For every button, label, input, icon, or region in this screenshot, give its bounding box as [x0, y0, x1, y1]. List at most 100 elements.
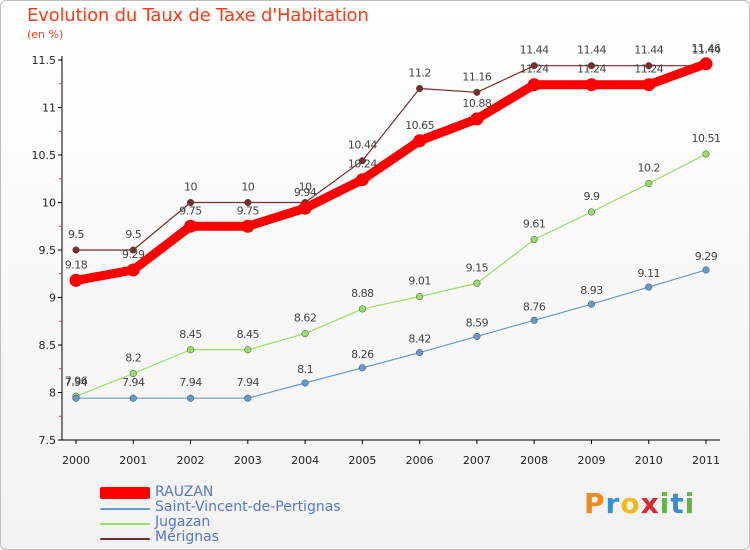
data-label: 9.94 — [294, 186, 317, 199]
data-point — [126, 263, 140, 277]
y-tick-label: 8 — [49, 387, 56, 400]
data-label: 10.24 — [348, 158, 377, 171]
data-label: 8.93 — [580, 284, 603, 297]
y-tick-label: 9.5 — [39, 244, 57, 257]
data-label: 8.45 — [179, 328, 202, 341]
x-tick-label: 2001 — [119, 454, 147, 467]
data-label: 8.88 — [351, 287, 374, 300]
data-point — [587, 208, 596, 216]
x-tick-label: 2009 — [577, 454, 605, 467]
data-label: 7.96 — [65, 374, 88, 387]
data-label: 8.42 — [408, 333, 431, 346]
x-tick-label: 2010 — [635, 454, 663, 467]
data-label: 9.29 — [695, 250, 718, 263]
data-label: 10.51 — [692, 132, 721, 145]
data-label: 11.24 — [634, 63, 663, 76]
data-label: 10.88 — [462, 97, 491, 110]
data-label: 11.16 — [462, 70, 491, 83]
chart-title: Evolution du Taux de Taxe d'Habitation — [27, 5, 369, 26]
x-tick-label: 2006 — [406, 454, 434, 467]
data-label: 11.24 — [520, 63, 549, 76]
y-tick-label: 11 — [42, 102, 56, 115]
data-label: 9.15 — [466, 261, 489, 274]
x-tick-label: 2002 — [177, 454, 205, 467]
series-line-3 — [75, 65, 707, 251]
legend-label: Mérignas — [155, 529, 219, 545]
data-point — [244, 346, 252, 354]
data-point — [355, 173, 369, 187]
data-point — [587, 62, 596, 70]
data-label: 8.45 — [237, 328, 260, 341]
data-point — [129, 369, 137, 378]
x-tick-label: 2008 — [520, 454, 548, 467]
data-label: 10 — [184, 181, 197, 194]
data-point — [416, 349, 424, 357]
data-label: 10.65 — [405, 119, 434, 132]
x-tick-label: 2011 — [692, 454, 720, 467]
data-point — [416, 84, 424, 93]
y-tick-label: 10 — [42, 197, 56, 210]
data-label: 8.62 — [294, 312, 317, 325]
data-point — [527, 78, 541, 92]
legend-swatch — [100, 508, 150, 510]
data-label: 11.44 — [577, 44, 606, 57]
x-tick-label: 2007 — [463, 454, 491, 467]
data-point — [241, 219, 255, 233]
data-point — [186, 198, 195, 207]
data-label: 8.59 — [466, 316, 489, 329]
data-point — [584, 78, 598, 92]
series-line-1 — [75, 269, 707, 399]
data-label: 11.44 — [520, 44, 549, 57]
data-point — [298, 201, 312, 215]
data-point — [301, 379, 309, 387]
data-point — [358, 364, 366, 372]
data-label: 9.11 — [637, 267, 660, 280]
data-label: 11.44 — [634, 44, 663, 57]
legend-label: RAUZAN — [155, 484, 214, 500]
series-line-2 — [75, 153, 707, 397]
data-point — [642, 78, 656, 92]
data-point — [645, 283, 653, 291]
data-point — [645, 62, 653, 70]
data-point — [358, 305, 366, 313]
data-label: 10 — [241, 181, 254, 194]
data-point — [473, 88, 481, 96]
legend-swatch — [100, 523, 150, 525]
data-label: 9.9 — [583, 190, 599, 203]
x-tick-label: 2003 — [234, 454, 262, 467]
data-point — [470, 112, 484, 126]
data-label: 10.44 — [348, 139, 377, 152]
data-label: 9.5 — [125, 228, 141, 241]
data-point — [301, 330, 309, 338]
data-point — [530, 62, 538, 70]
data-label: 7.94 — [237, 376, 260, 389]
data-point — [530, 316, 538, 324]
data-label: 11.46 — [692, 42, 721, 55]
data-point — [184, 219, 198, 233]
data-point — [244, 394, 252, 402]
data-point — [587, 300, 596, 308]
data-label: 8.76 — [523, 300, 546, 313]
data-point — [473, 332, 481, 341]
series-line-0 — [71, 59, 711, 285]
data-point — [702, 266, 710, 274]
x-tick-label: 2004 — [291, 454, 319, 467]
data-label: 9.75 — [179, 204, 202, 217]
data-label: 9.29 — [122, 248, 145, 261]
chart-unit-label: (en %) — [27, 28, 64, 41]
data-label: 9.75 — [237, 204, 260, 217]
data-label: 10.2 — [637, 162, 660, 175]
data-label: 9.01 — [408, 275, 431, 288]
y-tick-label: 11.5 — [32, 54, 57, 67]
brand-logo: Proxiti — [584, 487, 696, 520]
data-point — [413, 134, 427, 148]
data-point — [645, 179, 653, 188]
data-label: 8.1 — [297, 363, 313, 376]
legend-swatch — [100, 538, 150, 540]
data-label: 7.94 — [122, 376, 145, 389]
data-point — [129, 246, 137, 254]
x-tick-label: 2000 — [62, 454, 90, 467]
data-label: 11.44 — [692, 44, 721, 57]
data-point — [186, 346, 195, 354]
